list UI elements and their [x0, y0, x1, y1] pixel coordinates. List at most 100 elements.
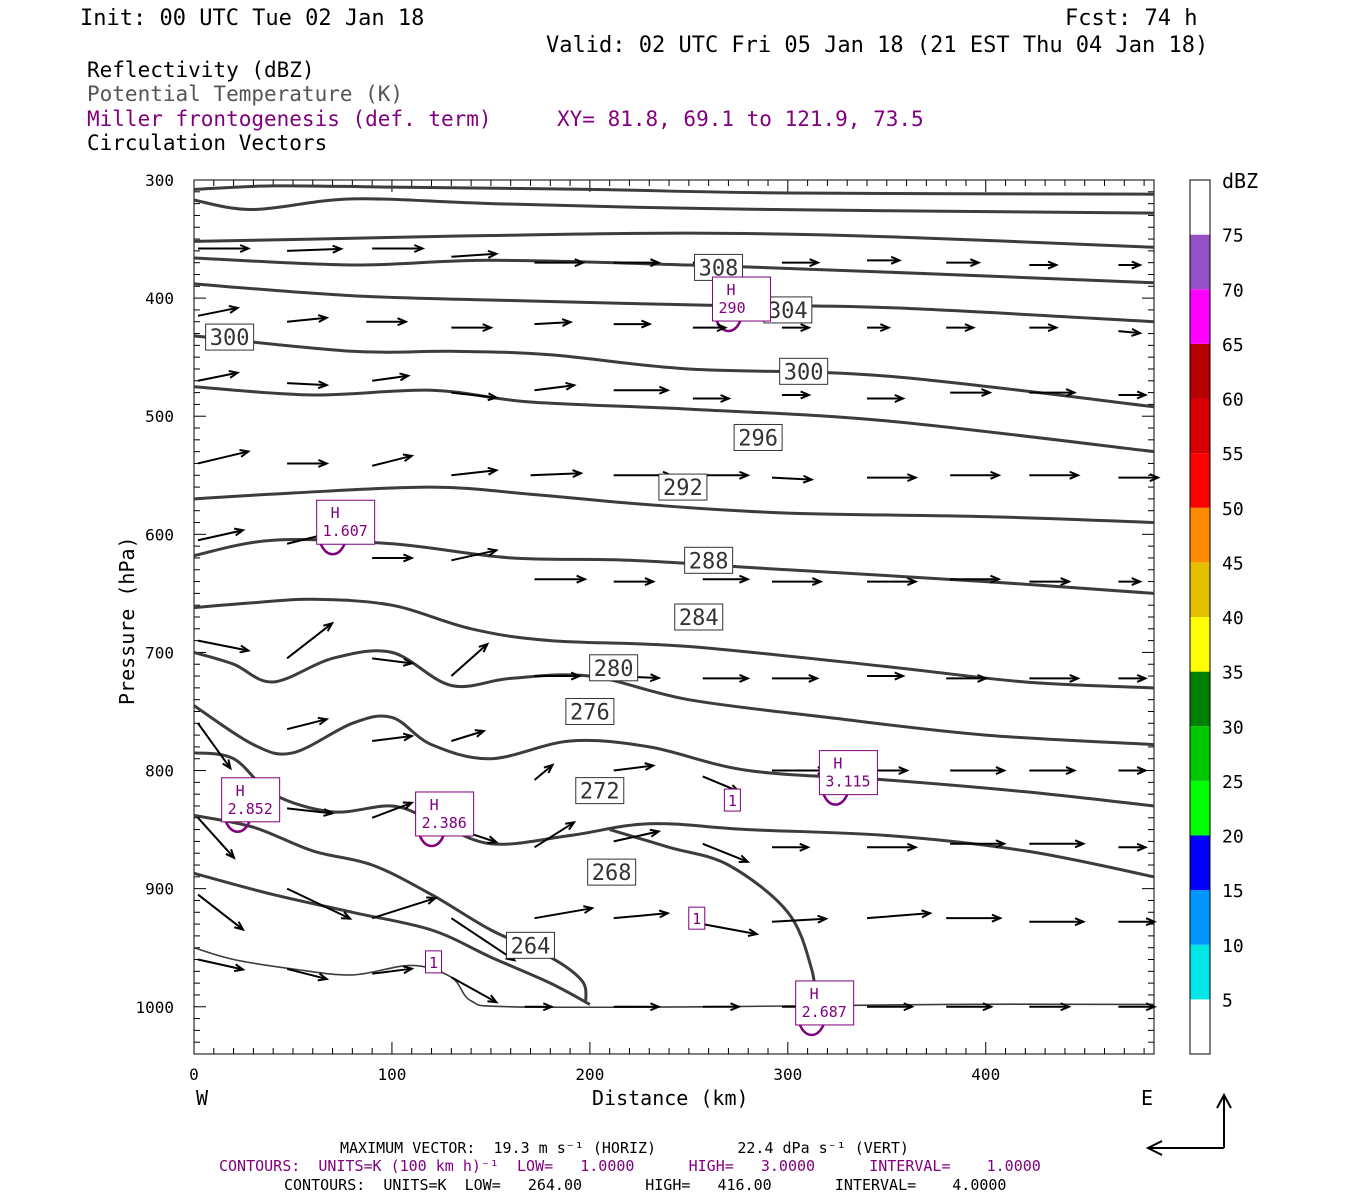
theta-label: 276: [570, 700, 610, 725]
fronto-label-box: [795, 980, 855, 1026]
vector-arrowhead: [402, 732, 415, 742]
colorbar-level-label: 10: [1222, 936, 1244, 957]
vector-arrow: [451, 252, 497, 258]
fronto-high-marker: H: [430, 796, 439, 814]
y-tick-label: 400: [145, 289, 174, 308]
plot-frame: [193, 179, 1155, 1055]
vector-arrowhead: [811, 577, 824, 586]
vector-arrowhead: [332, 244, 344, 254]
fronto-label-box: [221, 777, 281, 823]
colorbar-swatch: [1190, 890, 1210, 945]
colorbar: 5 10 15 20 25 30 35 40 45 50 55 60 65 70 75: [1189, 179, 1244, 1055]
fronto-label-box: [415, 791, 475, 837]
vector-arrow: [451, 391, 497, 399]
fronto-high-value: 3.115: [825, 773, 870, 791]
theta-label: 300: [784, 360, 824, 385]
colorbar-level-label: 35: [1222, 663, 1244, 684]
vector-arrowhead: [402, 453, 415, 463]
vector-arrowhead: [640, 319, 653, 329]
theta-label-box: [589, 654, 639, 682]
vector-arrow: [451, 730, 485, 742]
colorbar-level-label: 70: [1222, 280, 1244, 301]
vector-arrowhead: [1069, 673, 1081, 683]
vector-arrowhead: [879, 323, 892, 333]
vector-arrow: [771, 917, 827, 923]
vector-arrowhead: [543, 763, 555, 774]
colorbar-swatch: [1190, 944, 1210, 1000]
vector-arrowhead: [977, 673, 989, 683]
fronto-contour-label: 1: [429, 954, 438, 972]
vector-arrowhead: [1074, 917, 1086, 927]
y-axis-title: Pressure (hPa): [115, 536, 139, 705]
vector-arrowhead: [402, 657, 415, 667]
vector-arrowhead: [995, 766, 1007, 775]
colorbar-level-label: 25: [1222, 772, 1244, 793]
vector-arrowhead: [1074, 839, 1086, 849]
fronto-high-marker: H: [810, 985, 819, 1003]
theta-label-box: [575, 777, 625, 805]
fronto-high-value: 290: [719, 299, 746, 317]
vector-arrowhead: [487, 547, 499, 557]
colorbar-swatch: [1190, 180, 1210, 235]
vector-arrowhead: [565, 381, 577, 391]
colorbar-swatch: [1190, 507, 1210, 563]
theta-label: 288: [689, 549, 729, 574]
colorbar-swatch: [1190, 562, 1210, 617]
vector-key-icon: [1145, 1092, 1232, 1156]
vector-arrowhead: [487, 249, 499, 259]
vector-arrowhead: [969, 258, 982, 268]
vector-arrowhead: [739, 574, 751, 584]
vector-arrow: [286, 622, 333, 660]
field-theta-label: Potential Temperature (K): [87, 82, 403, 106]
vector-arrowhead: [233, 963, 246, 973]
vector-arrowhead: [817, 914, 829, 924]
vector-arrowhead: [649, 1002, 662, 1012]
y-tick-label: 800: [145, 762, 174, 781]
vector-arrowhead: [649, 258, 662, 268]
fronto-high-marker: H: [727, 281, 736, 299]
vector-arrowhead: [1131, 577, 1143, 586]
contours-theta-label: CONTOURS: UNITS=K LOW= 264.00 HIGH= 416.…: [284, 1176, 1006, 1194]
vector-arrowhead: [906, 577, 919, 586]
colorbar-swatch: [1190, 289, 1210, 344]
theta-contour-304: [193, 282, 1155, 324]
vector-arrow: [866, 912, 931, 920]
vector-arrowhead: [234, 921, 246, 932]
theta-label-box: [694, 253, 744, 281]
vector-arrowhead: [1136, 766, 1148, 775]
vector-arrowhead: [991, 913, 1003, 923]
vector-arrowhead: [426, 896, 438, 905]
vector-arrowhead: [644, 577, 656, 586]
vector-arrow: [534, 321, 571, 326]
vector-arrow: [197, 893, 244, 931]
theta-label: 268: [592, 861, 632, 886]
colorbar-swatch: [1190, 671, 1210, 727]
theta-label-box: [733, 423, 783, 451]
vector-arrowhead: [802, 474, 815, 484]
vector-arrowhead: [397, 317, 409, 327]
vector-arrowhead: [317, 380, 330, 390]
colorbar-swatch: [1190, 453, 1210, 508]
vector-arrowhead: [402, 801, 415, 810]
colorbar-level-label: 50: [1222, 499, 1244, 520]
vector-arrowhead: [739, 673, 751, 683]
vector-arrow: [197, 371, 238, 382]
x-tick-label: 200: [575, 1065, 604, 1084]
vector-arrowhead: [222, 759, 232, 771]
fronto-label-box: [688, 906, 706, 930]
theta-label-box: [505, 931, 555, 959]
colorbar-swatch: [1190, 343, 1210, 399]
vector-arrowhead: [341, 911, 353, 920]
x-tick-label: 0: [189, 1065, 199, 1084]
vector-arrow: [372, 967, 412, 975]
theta-label: 284: [679, 606, 719, 631]
colorbar-swatch: [1190, 617, 1210, 672]
theta-contour-308: [193, 231, 1155, 249]
colorbar-swatch: [1190, 835, 1210, 891]
vector-arrow: [451, 469, 497, 477]
fronto-label-box: [818, 750, 878, 796]
theta-contour-292: [193, 485, 1155, 524]
vector-arrowhead: [228, 370, 241, 379]
vector-arrowhead: [317, 459, 330, 468]
